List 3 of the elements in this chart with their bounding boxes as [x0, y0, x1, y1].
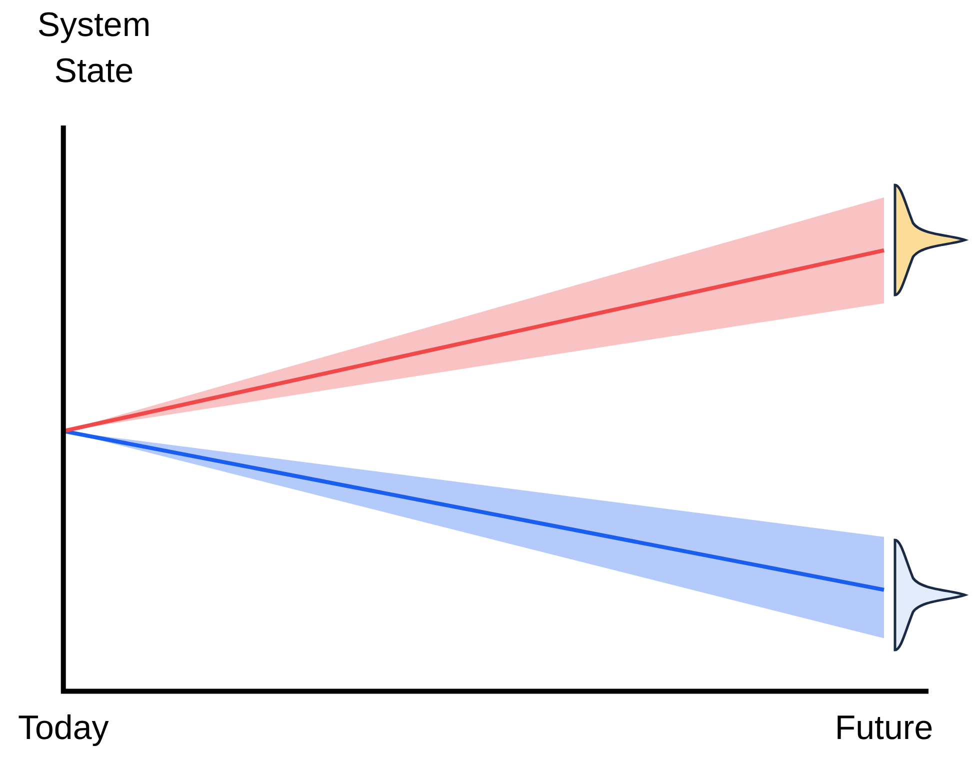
x-tick-label: Future: [834, 708, 934, 747]
x-tick-label: Today: [18, 708, 109, 747]
y-axis-title: System State: [36, 5, 152, 92]
